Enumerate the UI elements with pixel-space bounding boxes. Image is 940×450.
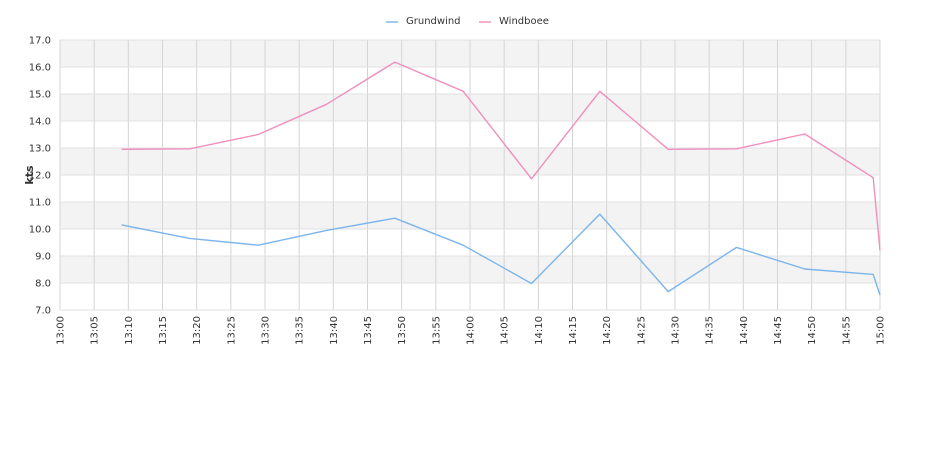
y-tick-label: 15.0: [29, 90, 51, 101]
x-tick-label: 13:45: [363, 316, 374, 345]
x-tick-label: 14:40: [739, 316, 750, 345]
x-tick-label: 13:30: [261, 316, 272, 345]
y-tick-label: 7.0: [35, 306, 51, 317]
x-tick-label: 13:20: [192, 316, 203, 345]
x-tick-label: 14:30: [671, 316, 682, 345]
x-tick-label: 14:55: [841, 316, 852, 345]
x-tick-label: 14:15: [568, 316, 579, 345]
y-tick-label: 14.0: [29, 117, 51, 128]
series-lines: [121, 61, 881, 296]
legend-label: Grundwind: [406, 16, 461, 27]
y-tick-label: 12.0: [29, 171, 51, 182]
x-tick-label: 13:35: [295, 316, 306, 345]
x-tick-label: 14:10: [534, 316, 545, 345]
x-tick-label: 13:00: [56, 316, 67, 345]
y-tick-label: 13.0: [29, 144, 51, 155]
x-tick-label: 13:50: [397, 316, 408, 345]
x-tick-label: 13:40: [329, 316, 340, 345]
y-tick-label: 9.0: [35, 252, 51, 263]
x-tick-label: 14:05: [500, 316, 511, 345]
legend-item[interactable]: Windboee: [479, 16, 549, 27]
y-axis-title: kts: [23, 165, 36, 185]
x-tick-label: 13:05: [90, 316, 101, 345]
x-tick-label: 14:00: [466, 316, 477, 345]
series-line: [121, 61, 881, 251]
legend-label: Windboee: [499, 16, 549, 27]
x-tick-label: 14:45: [773, 316, 784, 345]
x-tick-label: 14:50: [807, 316, 818, 345]
x-tick-label: 14:20: [602, 316, 613, 345]
x-tick-label: 14:35: [705, 316, 716, 345]
y-tick-label: 10.0: [29, 225, 51, 236]
x-axis-tick-labels: 13:00 13:05 13:10 13:15 13:20 13:25 13:30 13:35…: [56, 316, 887, 345]
x-tick-label: 15:00: [876, 316, 887, 345]
y-tick-label: 16.0: [29, 63, 51, 74]
series-line: [121, 213, 881, 296]
x-tick-label: 13:55: [431, 316, 442, 345]
x-tick-label: 13:25: [226, 316, 237, 345]
y-axis-tick-labels: 7.0 8.0 9.0 10.0 11.0 12.0 13.0 14.0 15.0 16.0 17.…: [29, 36, 51, 317]
legend-item[interactable]: Grundwind: [386, 16, 461, 27]
x-tick-label: 13:10: [124, 316, 135, 345]
legend[interactable]: Grundwind Windboee: [386, 16, 549, 27]
y-tick-label: 11.0: [29, 198, 51, 209]
x-tick-label: 13:15: [158, 316, 169, 345]
y-tick-label: 17.0: [29, 36, 51, 47]
x-tick-label: 14:25: [636, 316, 647, 345]
y-tick-label: 8.0: [35, 279, 51, 290]
